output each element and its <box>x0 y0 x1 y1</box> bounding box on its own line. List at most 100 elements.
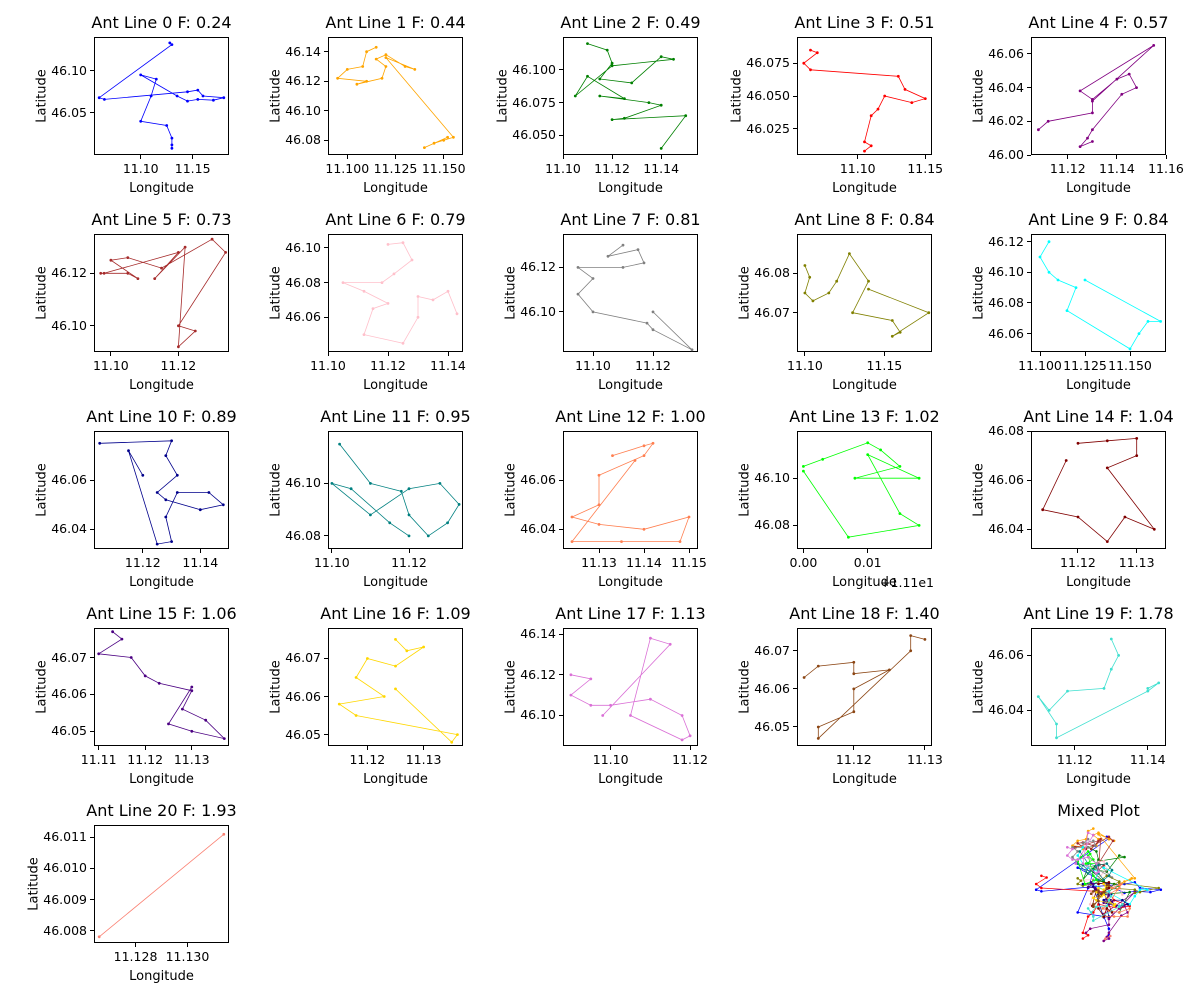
mixed-data-point <box>1097 899 1100 903</box>
x-tick-mark <box>924 746 926 750</box>
mixed-series-line <box>1105 935 1111 940</box>
x-tick-mark <box>1077 549 1079 553</box>
x-tick-label: 11.14 <box>643 161 680 176</box>
mixed-series-line <box>1035 875 1131 939</box>
y-axis-label: Latitude <box>971 266 987 320</box>
mixed-data-point <box>1123 891 1126 895</box>
mixed-data-point <box>1086 862 1090 865</box>
x-tick-label: 11.14 <box>626 555 662 570</box>
y-tick-label: 46.10 <box>285 239 321 255</box>
y-tick-label: 46.08 <box>285 527 321 543</box>
mixed-data-point <box>1102 880 1105 883</box>
panel-title: Ant Line 11 F: 0.95 <box>320 407 471 426</box>
mixed-data-point <box>1097 893 1100 896</box>
mixed-data-point <box>1102 901 1105 904</box>
x-tick-label: 11.12 <box>594 161 630 176</box>
y-axis-label: Latitude <box>26 857 42 911</box>
y-tick-mark <box>324 110 328 112</box>
x-tick-label: 11.100 <box>1018 358 1062 373</box>
y-tick-label: 46.10 <box>51 317 87 333</box>
x-axis-label: Longitude <box>832 181 897 196</box>
mixed-data-point <box>1107 917 1111 921</box>
mixed-data-point <box>1095 905 1098 909</box>
mixed-data-point <box>1118 886 1121 890</box>
x-axis-label: Longitude <box>1066 575 1131 590</box>
mixed-data-point <box>1097 862 1100 865</box>
mixed-data-point <box>1133 890 1137 894</box>
mixed-data-point <box>1118 911 1121 914</box>
mixed-data-point <box>1071 847 1074 851</box>
y-tick-label: 46.06 <box>988 472 1024 488</box>
x-tick-mark <box>598 549 600 553</box>
mixed-data-point <box>1128 878 1131 882</box>
mixed-data-point <box>1099 874 1102 878</box>
mixed-plot-title: Mixed Plot <box>1057 801 1140 820</box>
x-tick-label: 11.14 <box>1099 161 1135 176</box>
mixed-data-point <box>1097 880 1100 883</box>
mixed-data-point <box>1076 862 1079 865</box>
y-tick-label: 46.07 <box>51 649 87 665</box>
y-tick-mark <box>1027 271 1031 273</box>
mixed-data-point <box>1092 827 1095 830</box>
y-axis-label: Latitude <box>503 660 519 714</box>
mixed-data-point <box>1107 894 1111 897</box>
mixed-data-point <box>1105 886 1109 890</box>
mixed-data-point <box>1126 903 1129 906</box>
mixed-data-point <box>1110 876 1114 879</box>
mixed-data-point <box>1114 904 1118 908</box>
mixed-data-point <box>1102 907 1105 910</box>
mixed-data-point <box>1118 881 1121 885</box>
x-tick-mark <box>804 352 806 356</box>
x-tick-mark <box>423 746 425 750</box>
mixed-data-point <box>1107 835 1111 839</box>
mixed-data-point <box>1107 903 1111 906</box>
mixed-data-point <box>1123 882 1126 886</box>
x-tick-label: 11.15 <box>174 161 211 176</box>
mixed-data-point <box>1102 915 1105 918</box>
mixed-data-point <box>1112 915 1116 918</box>
panel-title: Ant Line 10 F: 0.89 <box>86 407 237 426</box>
panel-title: Ant Line 12 F: 1.00 <box>555 407 706 426</box>
plot-frame <box>328 234 463 352</box>
plot-frame <box>563 234 698 352</box>
mixed-data-point <box>1133 881 1137 884</box>
x-axis-label: Longitude <box>363 378 428 393</box>
plot-frame <box>328 431 463 549</box>
mixed-data-point <box>1105 907 1109 910</box>
mixed-data-point <box>1128 903 1131 906</box>
plot-frame <box>1031 37 1166 155</box>
mixed-data-point <box>1118 905 1121 909</box>
panel-title: Ant Line 3 F: 0.51 <box>794 13 935 32</box>
mixed-data-point <box>1092 874 1095 878</box>
mixed-data-point <box>1097 903 1100 906</box>
mixed-data-point <box>1102 890 1105 894</box>
y-tick-mark <box>90 836 94 838</box>
x-tick-mark <box>1084 352 1086 356</box>
x-tick-mark <box>186 943 188 947</box>
mixed-series-line <box>1071 838 1113 878</box>
y-axis-label: Latitude <box>268 69 284 123</box>
y-tick-mark <box>90 528 94 530</box>
mixed-data-point <box>1071 855 1074 859</box>
y-tick-label: 46.10 <box>520 303 556 319</box>
x-tick-label: 11.15 <box>866 358 903 373</box>
mixed-series-line <box>1085 891 1136 942</box>
y-tick-mark <box>324 51 328 53</box>
y-tick-label: 46.08 <box>988 294 1024 310</box>
mixed-data-point <box>1092 911 1095 914</box>
x-tick-mark <box>1067 155 1069 159</box>
x-tick-mark <box>1129 352 1131 356</box>
plot-frame <box>563 37 698 155</box>
x-tick-mark <box>562 155 564 159</box>
x-tick-label: 11.14 <box>1129 752 1166 767</box>
y-tick-label: 46.02 <box>988 113 1024 129</box>
x-tick-mark <box>689 746 691 750</box>
mixed-data-point <box>1084 862 1088 865</box>
y-tick-label: 46.12 <box>520 259 556 275</box>
mixed-data-point <box>1126 915 1129 918</box>
y-tick-label: 46.05 <box>754 718 790 734</box>
mixed-data-point <box>1084 837 1088 841</box>
mixed-data-point <box>1040 886 1043 890</box>
y-tick-mark <box>1027 241 1031 243</box>
mixed-data-point <box>1086 872 1090 875</box>
